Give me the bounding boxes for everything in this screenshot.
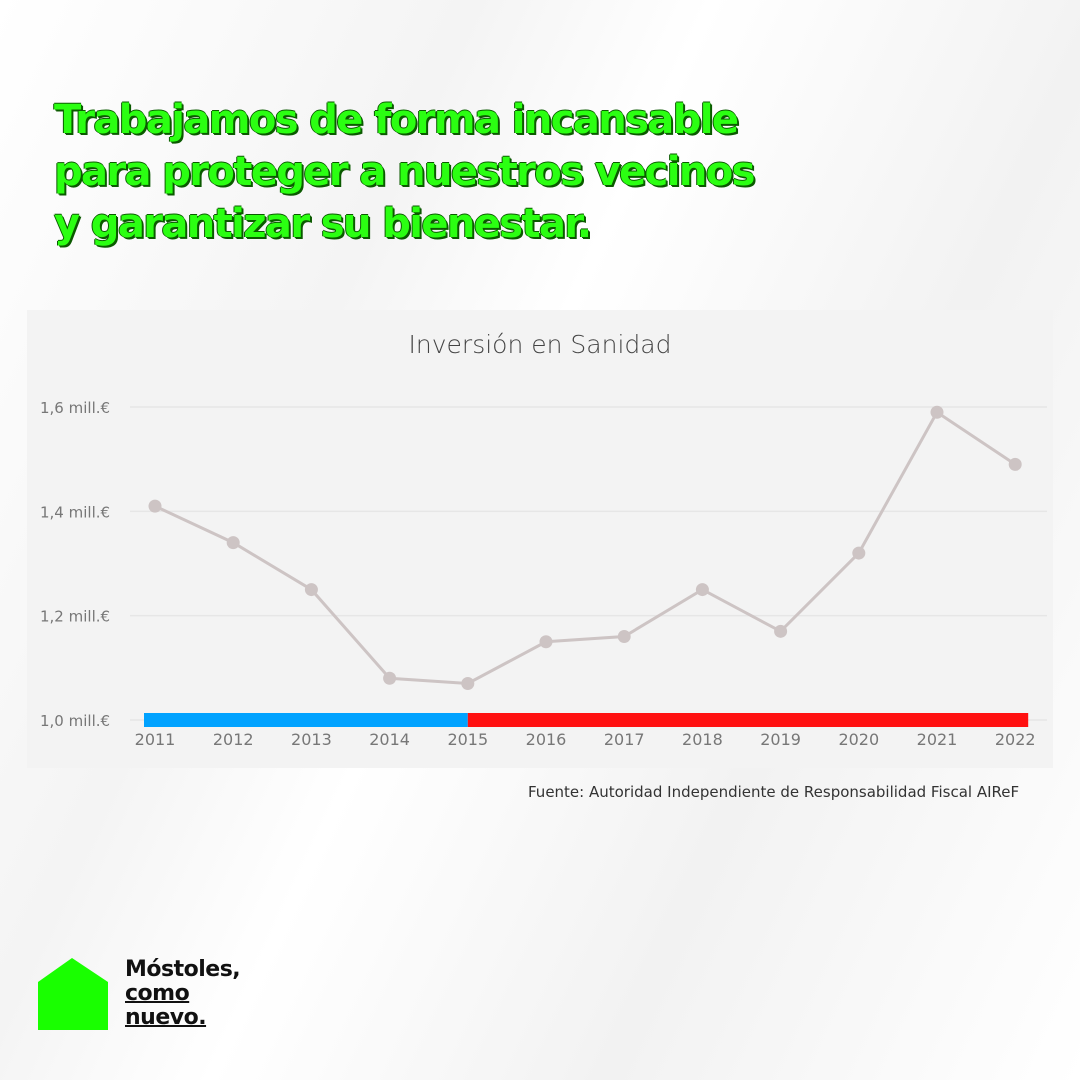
x-tick-label: 2013	[291, 730, 332, 749]
x-tick-label: 2021	[917, 730, 958, 749]
x-tick-label: 2022	[995, 730, 1036, 749]
data-point	[774, 624, 788, 638]
data-point	[226, 536, 240, 550]
chart-panel: Inversión en Sanidad 1,6 mill.€ 1,4 mill.…	[27, 310, 1053, 768]
x-tick-label: 2014	[369, 730, 410, 749]
data-point	[461, 676, 475, 690]
data-point	[695, 583, 709, 597]
headline: Trabajamos de forma incansable para prot…	[54, 94, 755, 250]
series-line	[154, 410, 1017, 686]
data-point	[148, 499, 162, 513]
data-point	[1008, 457, 1022, 471]
headline-line-1: Trabajamos de forma incansable	[54, 97, 739, 143]
x-tick-label: 2020	[838, 730, 879, 749]
chart-title: Inversión en Sanidad	[408, 330, 672, 359]
data-point	[852, 546, 866, 560]
data-point	[617, 630, 631, 644]
data-point	[304, 583, 318, 597]
y-tick-label: 1,2 mill.€	[40, 608, 110, 626]
x-tick-label: 2012	[213, 730, 254, 749]
period-band-2	[467, 713, 1029, 727]
headline-line-3: y garantizar su bienestar.	[54, 201, 592, 247]
y-tick-label: 1,6 mill.€	[40, 399, 110, 417]
period-band-1	[144, 713, 468, 727]
x-tick-label: 2015	[447, 730, 488, 749]
line-chart: 1,6 mill.€ 1,4 mill.€ 1,2 mill.€ 1,0 mill.€…	[40, 399, 1047, 749]
source-note: Fuente: Autoridad Independiente de Respo…	[528, 783, 1020, 801]
y-tick-label: 1,4 mill.€	[40, 503, 110, 521]
logo-line-2: como	[125, 981, 190, 1006]
house-logo-icon	[38, 958, 108, 1030]
data-point	[930, 405, 944, 419]
data-point	[383, 671, 397, 685]
logo-line-3: nuevo.	[125, 1005, 207, 1030]
x-tick-label: 2017	[604, 730, 645, 749]
x-tick-label: 2019	[760, 730, 801, 749]
headline-line-2: para proteger a nuestros vecinos	[54, 149, 755, 195]
x-tick-label: 2016	[526, 730, 567, 749]
data-point	[539, 635, 553, 649]
x-tick-label: 2011	[135, 730, 176, 749]
logo-line-1: Móstoles,	[125, 957, 241, 982]
y-tick-label: 1,0 mill.€	[40, 712, 110, 730]
x-tick-label: 2018	[682, 730, 723, 749]
logo-text: Móstoles, como nuevo.	[125, 957, 241, 1030]
